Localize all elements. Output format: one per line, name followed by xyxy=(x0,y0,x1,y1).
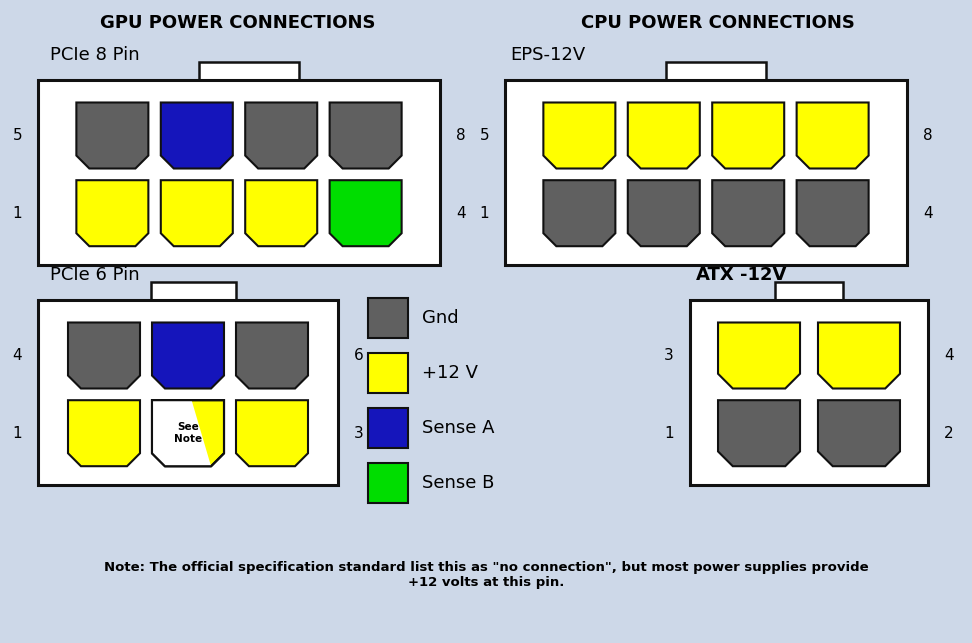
Text: 8: 8 xyxy=(923,128,932,143)
Bar xyxy=(38,300,338,485)
Bar xyxy=(368,463,408,503)
Polygon shape xyxy=(797,102,869,168)
Text: EPS-12V: EPS-12V xyxy=(510,46,585,64)
Text: Sense A: Sense A xyxy=(422,419,495,437)
Polygon shape xyxy=(68,323,140,388)
Polygon shape xyxy=(152,400,211,466)
Text: 2: 2 xyxy=(944,426,954,440)
Polygon shape xyxy=(330,180,401,246)
Polygon shape xyxy=(152,323,224,388)
Text: See
Note: See Note xyxy=(174,422,202,444)
Polygon shape xyxy=(543,180,615,246)
Text: Gnd: Gnd xyxy=(422,309,459,327)
Bar xyxy=(775,282,843,300)
Bar xyxy=(666,62,766,80)
Polygon shape xyxy=(160,102,232,168)
Text: 3: 3 xyxy=(664,348,674,363)
Text: 1: 1 xyxy=(665,426,674,440)
Text: 8: 8 xyxy=(456,128,466,143)
Text: Note: The official specification standard list this as "no connection", but most: Note: The official specification standar… xyxy=(104,561,868,589)
Bar xyxy=(151,282,235,300)
Polygon shape xyxy=(68,400,140,466)
Text: 5: 5 xyxy=(13,128,22,143)
Bar xyxy=(690,300,928,485)
Text: 4: 4 xyxy=(13,348,22,363)
Polygon shape xyxy=(628,180,700,246)
Polygon shape xyxy=(628,102,700,168)
Text: PCIe 6 Pin: PCIe 6 Pin xyxy=(50,266,140,284)
Text: 4: 4 xyxy=(456,206,466,221)
Text: 6: 6 xyxy=(354,348,364,363)
Text: CPU POWER CONNECTIONS: CPU POWER CONNECTIONS xyxy=(581,14,855,32)
Bar xyxy=(368,408,408,448)
Text: PCIe 8 Pin: PCIe 8 Pin xyxy=(50,46,140,64)
Text: 1: 1 xyxy=(13,206,22,221)
Text: ATX: ATX xyxy=(696,266,735,284)
Polygon shape xyxy=(543,102,615,168)
Polygon shape xyxy=(330,102,401,168)
Bar xyxy=(505,80,907,265)
Polygon shape xyxy=(818,323,900,388)
Text: -12V: -12V xyxy=(740,266,786,284)
Text: Sense B: Sense B xyxy=(422,474,495,492)
Text: 4: 4 xyxy=(923,206,932,221)
Text: GPU POWER CONNECTIONS: GPU POWER CONNECTIONS xyxy=(100,14,376,32)
Text: +12 V: +12 V xyxy=(422,364,478,382)
Polygon shape xyxy=(236,400,308,466)
Polygon shape xyxy=(718,323,800,388)
Bar xyxy=(38,80,440,265)
Polygon shape xyxy=(236,323,308,388)
Text: 4: 4 xyxy=(944,348,954,363)
Polygon shape xyxy=(712,180,784,246)
Polygon shape xyxy=(152,400,224,466)
Bar xyxy=(368,298,408,338)
Bar xyxy=(368,353,408,393)
Text: 1: 1 xyxy=(13,426,22,440)
Polygon shape xyxy=(245,102,317,168)
Polygon shape xyxy=(152,400,224,466)
Text: 5: 5 xyxy=(479,128,489,143)
Bar xyxy=(199,62,299,80)
Polygon shape xyxy=(797,180,869,246)
Text: 3: 3 xyxy=(354,426,364,440)
Polygon shape xyxy=(245,180,317,246)
Polygon shape xyxy=(712,102,784,168)
Polygon shape xyxy=(818,400,900,466)
Polygon shape xyxy=(77,180,149,246)
Text: 1: 1 xyxy=(479,206,489,221)
Polygon shape xyxy=(77,102,149,168)
Polygon shape xyxy=(718,400,800,466)
Polygon shape xyxy=(160,180,232,246)
